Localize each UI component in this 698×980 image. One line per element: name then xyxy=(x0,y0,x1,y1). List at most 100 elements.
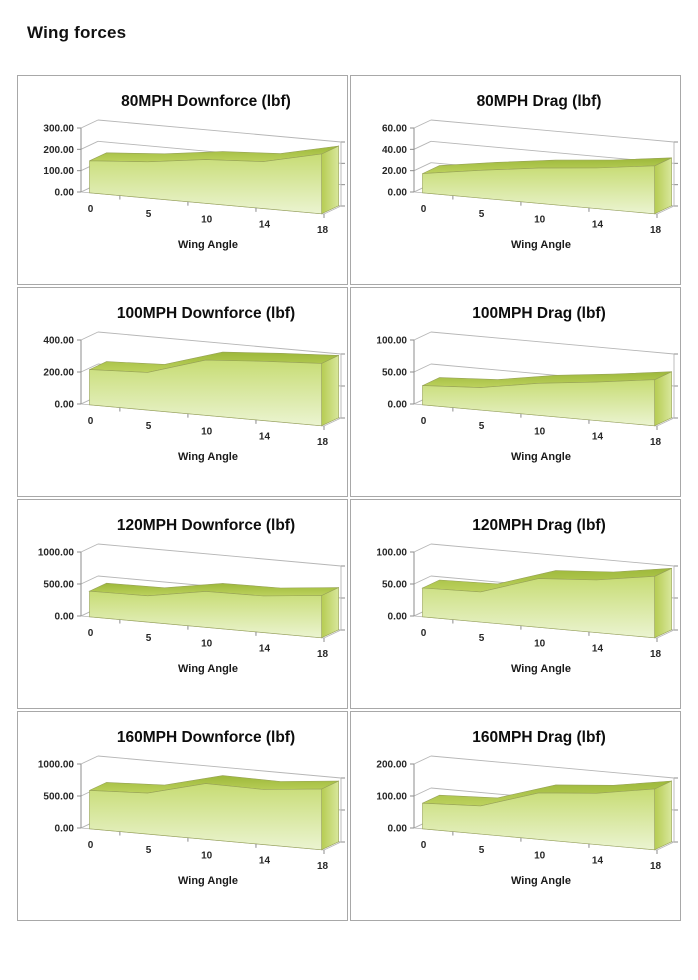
svg-text:Wing Angle: Wing Angle xyxy=(511,875,571,887)
area-chart-canvas: 0.00 100.00 200.00 300.00 0 5 10 14 18 Wing Angle… xyxy=(43,93,345,251)
chart-100mph-drag: 0.00 50.00 100.00 0 5 10 14 18 Wing Angle 100MPH … xyxy=(350,287,681,497)
svg-text:14: 14 xyxy=(259,644,271,655)
svg-text:Wing Angle: Wing Angle xyxy=(511,451,571,463)
svg-text:0: 0 xyxy=(88,416,94,427)
svg-text:500.00: 500.00 xyxy=(43,792,74,803)
svg-text:18: 18 xyxy=(317,649,329,660)
svg-text:200.00: 200.00 xyxy=(376,760,407,771)
svg-text:14: 14 xyxy=(592,644,604,655)
svg-text:Wing Angle: Wing Angle xyxy=(178,663,238,675)
area-chart-canvas: 0.00 100.00 200.00 0 5 10 14 18 Wing Angle 160MPH… xyxy=(376,729,678,887)
page-title: Wing forces xyxy=(27,23,127,42)
svg-text:10: 10 xyxy=(534,850,546,861)
svg-text:10: 10 xyxy=(534,214,546,225)
svg-text:200.00: 200.00 xyxy=(43,145,74,156)
svg-text:14: 14 xyxy=(259,432,271,443)
svg-text:0.00: 0.00 xyxy=(388,824,408,835)
svg-text:5: 5 xyxy=(479,845,485,856)
chart-120mph-drag: 0.00 50.00 100.00 0 5 10 14 18 Wing Angle 120MPH … xyxy=(350,499,681,709)
area-chart-canvas: 0.00 50.00 100.00 0 5 10 14 18 Wing Angle 120MPH … xyxy=(376,517,678,675)
svg-text:0.00: 0.00 xyxy=(388,188,408,199)
svg-text:160MPH Drag (lbf): 160MPH Drag (lbf) xyxy=(472,729,606,746)
svg-text:100.00: 100.00 xyxy=(376,336,407,347)
svg-text:80MPH Downforce (lbf): 80MPH Downforce (lbf) xyxy=(121,93,291,110)
svg-text:14: 14 xyxy=(592,856,604,867)
svg-text:0.00: 0.00 xyxy=(55,824,75,835)
svg-text:0.00: 0.00 xyxy=(388,400,408,411)
area-chart-canvas: 0.00 500.00 1000.00 0 5 10 14 18 Wing Angle 120MP… xyxy=(38,517,345,675)
svg-text:0: 0 xyxy=(421,628,427,639)
chart-160mph-downforce: 0.00 500.00 1000.00 0 5 10 14 18 Wing Angle 160MP… xyxy=(17,711,348,921)
svg-text:40.00: 40.00 xyxy=(382,145,407,156)
svg-text:0: 0 xyxy=(421,204,427,215)
svg-text:Wing Angle: Wing Angle xyxy=(178,875,238,887)
svg-text:0.00: 0.00 xyxy=(388,612,408,623)
svg-text:14: 14 xyxy=(259,220,271,231)
svg-text:100.00: 100.00 xyxy=(376,792,407,803)
svg-text:120MPH Downforce (lbf): 120MPH Downforce (lbf) xyxy=(117,517,295,534)
svg-text:50.00: 50.00 xyxy=(382,580,407,591)
svg-text:1000.00: 1000.00 xyxy=(38,548,75,559)
svg-text:0.00: 0.00 xyxy=(55,400,75,411)
svg-text:160MPH Downforce (lbf): 160MPH Downforce (lbf) xyxy=(117,729,295,746)
svg-text:5: 5 xyxy=(479,421,485,432)
svg-text:0: 0 xyxy=(88,628,94,639)
svg-text:50.00: 50.00 xyxy=(382,368,407,379)
svg-text:120MPH Drag (lbf): 120MPH Drag (lbf) xyxy=(472,517,606,534)
chart-100mph-downforce: 0.00 200.00 400.00 0 5 10 14 18 Wing Angle 100MPH… xyxy=(17,287,348,497)
svg-text:0.00: 0.00 xyxy=(55,612,75,623)
svg-text:14: 14 xyxy=(259,856,271,867)
area-chart-canvas: 0.00 20.00 40.00 60.00 0 5 10 14 18 Wing Angle 80M… xyxy=(382,93,678,251)
svg-text:Wing Angle: Wing Angle xyxy=(511,239,571,251)
svg-text:0.00: 0.00 xyxy=(55,188,75,199)
svg-text:100MPH Drag (lbf): 100MPH Drag (lbf) xyxy=(472,305,606,322)
chart-80mph-downforce: 0.00 100.00 200.00 300.00 0 5 10 14 18 Wing Angle… xyxy=(17,75,348,285)
svg-text:200.00: 200.00 xyxy=(43,368,74,379)
svg-text:500.00: 500.00 xyxy=(43,580,74,591)
svg-text:100.00: 100.00 xyxy=(43,166,74,177)
svg-text:18: 18 xyxy=(650,861,662,872)
svg-text:18: 18 xyxy=(317,861,329,872)
svg-text:5: 5 xyxy=(479,633,485,644)
svg-text:100MPH Downforce (lbf): 100MPH Downforce (lbf) xyxy=(117,305,295,322)
svg-text:5: 5 xyxy=(146,421,152,432)
chart-120mph-downforce: 0.00 500.00 1000.00 0 5 10 14 18 Wing Angle 120MP… xyxy=(17,499,348,709)
svg-text:18: 18 xyxy=(317,225,329,236)
svg-text:14: 14 xyxy=(592,220,604,231)
svg-text:10: 10 xyxy=(201,214,213,225)
svg-text:10: 10 xyxy=(201,850,213,861)
svg-text:1000.00: 1000.00 xyxy=(38,760,75,771)
chart-160mph-drag: 0.00 100.00 200.00 0 5 10 14 18 Wing Angle 160MPH… xyxy=(350,711,681,921)
svg-text:0: 0 xyxy=(88,840,94,851)
chart-grid: 0.00 100.00 200.00 300.00 0 5 10 14 18 Wing Angle… xyxy=(17,75,681,921)
svg-text:20.00: 20.00 xyxy=(382,166,407,177)
area-chart-canvas: 0.00 200.00 400.00 0 5 10 14 18 Wing Angle 100MPH… xyxy=(43,305,345,463)
svg-text:5: 5 xyxy=(146,633,152,644)
area-chart-canvas: 0.00 500.00 1000.00 0 5 10 14 18 Wing Angle 160MP… xyxy=(38,729,345,887)
svg-text:10: 10 xyxy=(201,426,213,437)
svg-text:18: 18 xyxy=(317,437,329,448)
svg-text:Wing Angle: Wing Angle xyxy=(178,239,238,251)
svg-text:18: 18 xyxy=(650,649,662,660)
svg-text:Wing Angle: Wing Angle xyxy=(511,663,571,675)
svg-text:18: 18 xyxy=(650,225,662,236)
svg-text:0: 0 xyxy=(421,416,427,427)
svg-text:0: 0 xyxy=(88,204,94,215)
svg-text:5: 5 xyxy=(479,209,485,220)
svg-text:Wing Angle: Wing Angle xyxy=(178,451,238,463)
svg-text:60.00: 60.00 xyxy=(382,124,407,135)
area-chart-canvas: 0.00 50.00 100.00 0 5 10 14 18 Wing Angle 100MPH … xyxy=(376,305,678,463)
svg-text:80MPH Drag (lbf): 80MPH Drag (lbf) xyxy=(477,93,602,110)
svg-text:5: 5 xyxy=(146,209,152,220)
svg-text:5: 5 xyxy=(146,845,152,856)
svg-text:10: 10 xyxy=(201,638,213,649)
svg-text:14: 14 xyxy=(592,432,604,443)
svg-text:300.00: 300.00 xyxy=(43,124,74,135)
svg-text:10: 10 xyxy=(534,426,546,437)
svg-text:100.00: 100.00 xyxy=(376,548,407,559)
svg-text:400.00: 400.00 xyxy=(43,336,74,347)
chart-80mph-drag: 0.00 20.00 40.00 60.00 0 5 10 14 18 Wing Angle 80M… xyxy=(350,75,681,285)
svg-text:18: 18 xyxy=(650,437,662,448)
svg-text:0: 0 xyxy=(421,840,427,851)
svg-text:10: 10 xyxy=(534,638,546,649)
